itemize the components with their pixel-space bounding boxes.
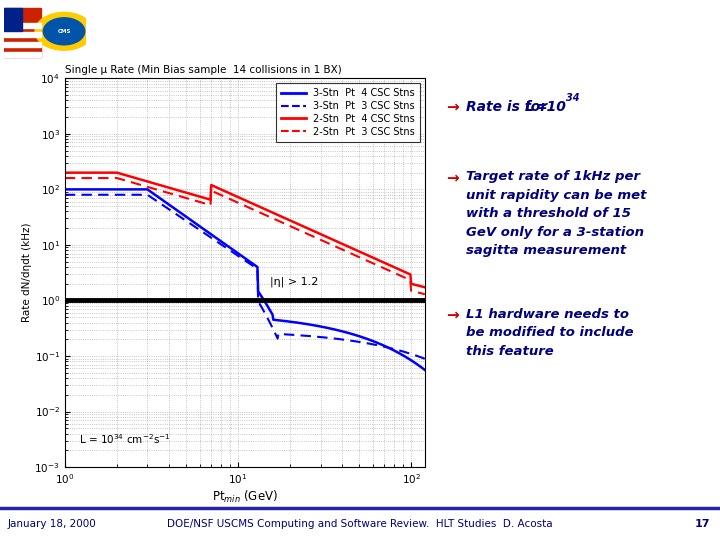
Text: →: → [446,308,459,323]
Text: =10: =10 [536,100,567,114]
Text: L: L [525,100,534,114]
Text: L = 10$^{34}$ cm$^{-2}$s$^{-1}$: L = 10$^{34}$ cm$^{-2}$s$^{-1}$ [79,432,171,446]
Bar [4,32,41,37]
Text: L1 hardware needs to
be modified to include
this feature: L1 hardware needs to be modified to incl… [466,308,634,358]
Bar [4,8,41,57]
Text: →: → [446,100,459,115]
Circle shape [35,12,93,50]
Text: 34: 34 [566,93,580,103]
Y-axis label: Rate dN/dηdt (kHz): Rate dN/dηdt (kHz) [22,223,32,322]
Text: Target rate of 1kHz per
unit rapidity can be met
with a threshold of 15
GeV only: Target rate of 1kHz per unit rapidity ca… [466,170,647,257]
Text: Rate is for: Rate is for [466,100,552,114]
Text: CMS: CMS [58,29,71,34]
Circle shape [43,18,85,45]
Text: 17: 17 [695,519,710,529]
Text: January 18, 2000: January 18, 2000 [8,519,96,529]
Text: Single μ Rate (Min Bias sample  14 collisions in 1 BX): Single μ Rate (Min Bias sample 14 collis… [65,65,341,75]
Bar [4,8,22,31]
Legend: 3-Stn  Pt  4 CSC Stns, 3-Stn  Pt  3 CSC Stns, 2-Stn  Pt  4 CSC Stns, 2-Stn  Pt  : 3-Stn Pt 4 CSC Stns, 3-Stn Pt 3 CSC Stns… [276,83,420,141]
Text: |η| > 1.2: |η| > 1.2 [270,276,318,287]
Bar [4,42,41,47]
Bar [4,23,41,28]
Bar [4,52,41,57]
Text: →: → [446,170,459,185]
X-axis label: Pt$_{min}$ (GeV): Pt$_{min}$ (GeV) [212,489,278,505]
Text: EMU Single Muon L1 Trigger Rate: EMU Single Muon L1 Trigger Rate [168,19,639,43]
Text: DOE/NSF USCMS Computing and Software Review.  HLT Studies  D. Acosta: DOE/NSF USCMS Computing and Software Rev… [167,519,553,529]
